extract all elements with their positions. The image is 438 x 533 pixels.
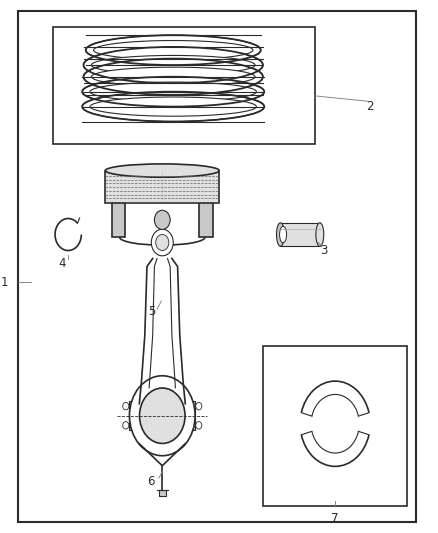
Bar xyxy=(263,346,407,506)
Bar xyxy=(106,171,219,203)
Ellipse shape xyxy=(92,55,255,75)
Ellipse shape xyxy=(106,164,219,177)
Ellipse shape xyxy=(90,82,256,101)
Ellipse shape xyxy=(316,223,324,246)
Bar xyxy=(159,490,166,496)
Circle shape xyxy=(196,422,202,429)
Ellipse shape xyxy=(84,59,263,95)
Polygon shape xyxy=(139,443,185,466)
Ellipse shape xyxy=(276,223,284,246)
Circle shape xyxy=(140,388,185,443)
Ellipse shape xyxy=(279,227,286,243)
Text: 4: 4 xyxy=(58,257,65,270)
Bar xyxy=(112,203,125,237)
Circle shape xyxy=(123,402,129,410)
Text: 1: 1 xyxy=(1,276,8,289)
Circle shape xyxy=(156,235,169,251)
Circle shape xyxy=(123,422,129,429)
Bar xyxy=(183,401,195,431)
Circle shape xyxy=(130,376,195,456)
Bar xyxy=(199,203,212,237)
Ellipse shape xyxy=(84,47,263,83)
Circle shape xyxy=(152,229,173,256)
Ellipse shape xyxy=(94,41,253,60)
Text: 3: 3 xyxy=(321,244,328,257)
Bar xyxy=(280,223,320,246)
Text: 7: 7 xyxy=(332,512,339,524)
Bar xyxy=(53,27,315,144)
Bar xyxy=(130,401,142,431)
Circle shape xyxy=(155,210,170,229)
Text: 6: 6 xyxy=(148,475,155,488)
Ellipse shape xyxy=(90,97,256,116)
Ellipse shape xyxy=(82,92,264,122)
Ellipse shape xyxy=(92,67,255,86)
Ellipse shape xyxy=(86,35,261,65)
Circle shape xyxy=(196,402,202,410)
Text: 5: 5 xyxy=(148,305,155,318)
Ellipse shape xyxy=(82,77,264,107)
Text: 2: 2 xyxy=(367,100,374,113)
